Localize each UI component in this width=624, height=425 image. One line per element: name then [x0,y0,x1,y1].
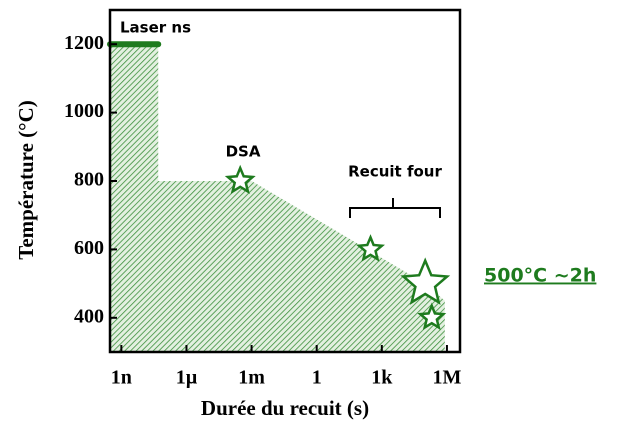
y-tick-label: 800 [74,169,104,191]
annotation: Laser ns [120,19,191,37]
star-marker [224,164,256,195]
y-tick-label: 600 [74,237,104,259]
y-tick-label: 400 [74,305,104,327]
y-axis-label: Température (°C) [14,100,38,259]
annotation: Recuit four [348,163,442,181]
annotation: 500°C ~2h [484,265,596,287]
x-tick-label: 1k [371,367,393,389]
bracket [349,198,441,218]
x-tick-label: 1m [238,367,265,389]
hatched-region [110,44,445,352]
star-marker [417,302,447,331]
x-tick-label: 1µ [176,367,198,389]
y-tick-label: 1200 [64,32,104,54]
x-tick-label: 1n [111,367,132,389]
star-marker [400,257,451,305]
annotation: DSA [226,143,261,161]
star-marker [356,234,385,262]
y-tick-label: 1000 [64,100,104,122]
x-tick-label: 1M [432,367,461,389]
x-axis-label: Durée du recuit (s) [201,396,369,420]
x-tick-label: 1 [312,367,322,389]
